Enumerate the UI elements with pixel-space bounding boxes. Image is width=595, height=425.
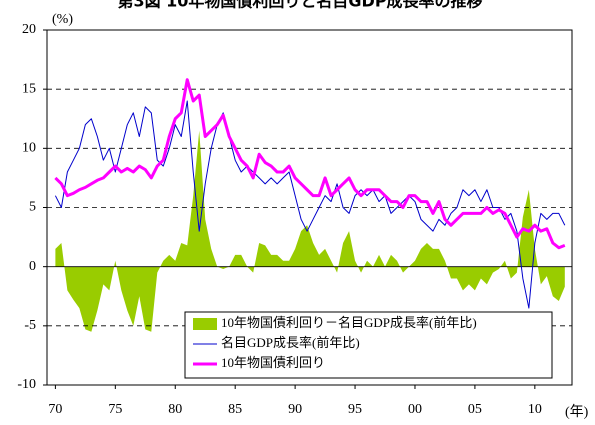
x-tick-label: 00 <box>408 402 422 417</box>
y-tick-label: 20 <box>22 22 36 37</box>
x-tick-label: 75 <box>108 402 122 417</box>
line <box>54 78 566 250</box>
y-tick-label: -10 <box>17 377 36 392</box>
legend-label: 10年物国債利回り <box>221 355 325 370</box>
x-tick-label: 90 <box>288 402 302 417</box>
y-tick-label: 15 <box>22 81 36 96</box>
y-tick-label: -5 <box>24 318 36 333</box>
x-unit: (年) <box>565 404 589 420</box>
legend-label: 名目GDP成長率(前年比) <box>221 335 360 350</box>
x-tick-label: 80 <box>168 402 182 417</box>
y-tick-label: 5 <box>29 200 36 215</box>
x-tick-label: 95 <box>348 402 362 417</box>
legend-swatch <box>193 318 217 330</box>
x-tick-label: 10 <box>528 402 542 417</box>
y-tick-label: 10 <box>22 141 36 156</box>
legend-box <box>184 311 553 379</box>
x-tick-label: 05 <box>468 402 482 417</box>
chart-title: 第3図 10年物国債利回りと名目GDP成長率の推移 <box>117 0 482 11</box>
line <box>54 100 566 309</box>
legend-label: 10年物国債利回り－名目GDP成長率(前年比) <box>221 315 477 330</box>
plot-frame <box>46 29 573 386</box>
x-tick-label: 85 <box>228 402 242 417</box>
y-unit: (%) <box>52 12 73 27</box>
y-tick-label: 0 <box>29 259 36 274</box>
area <box>55 130 565 332</box>
x-tick-label: 70 <box>48 402 62 417</box>
